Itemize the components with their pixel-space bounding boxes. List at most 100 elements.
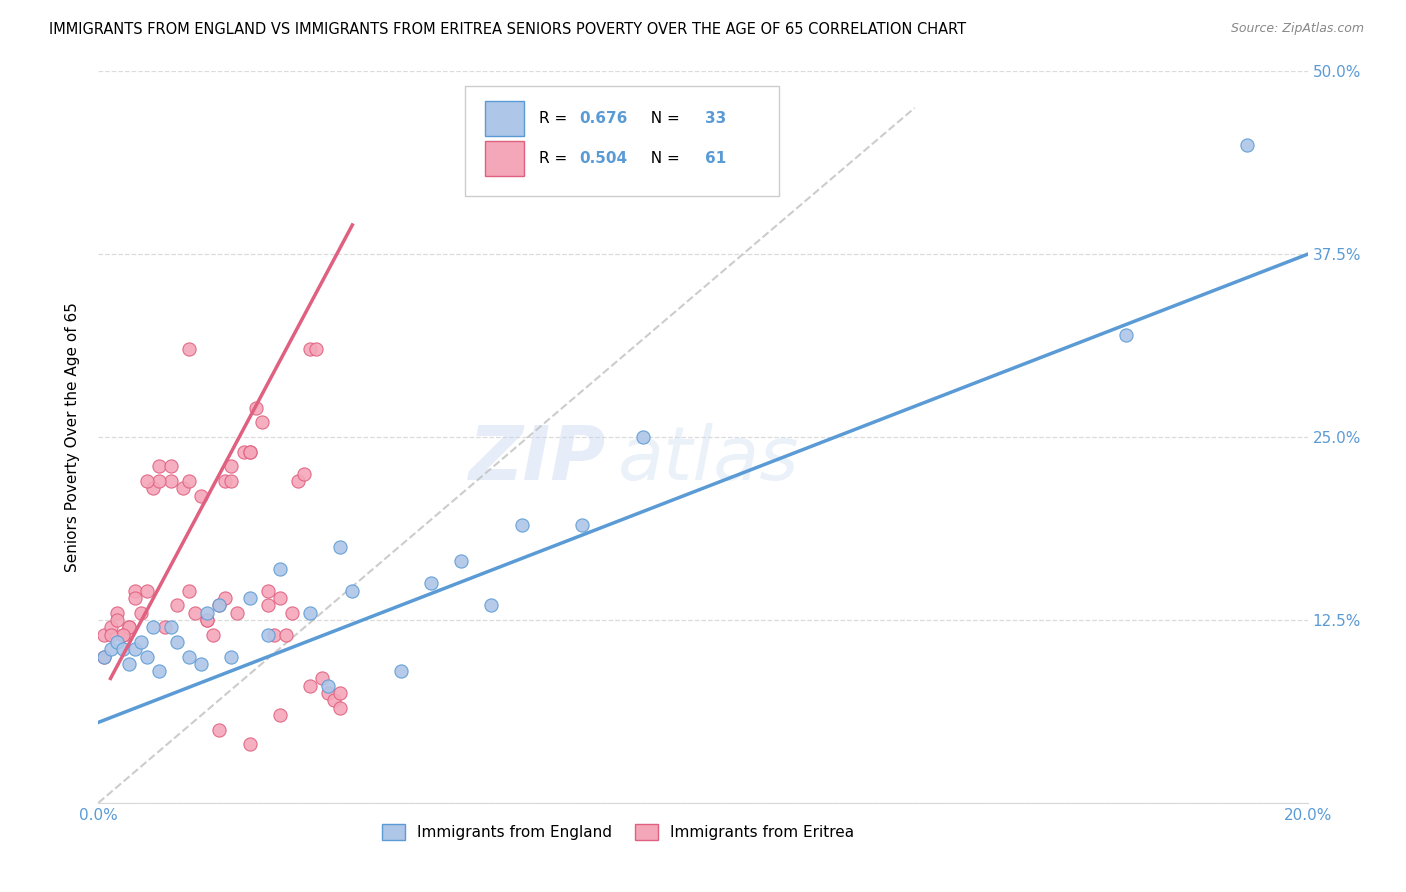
Point <box>269 562 291 576</box>
FancyBboxPatch shape <box>485 141 524 176</box>
Point <box>124 583 146 598</box>
Point <box>269 708 291 723</box>
Point <box>195 613 218 627</box>
Point <box>135 474 157 488</box>
Point <box>287 474 309 488</box>
Point <box>329 540 352 554</box>
Point <box>481 599 503 613</box>
Point <box>166 599 188 613</box>
FancyBboxPatch shape <box>485 102 524 136</box>
Point <box>299 606 322 620</box>
Point <box>135 649 157 664</box>
Text: Source: ZipAtlas.com: Source: ZipAtlas.com <box>1230 22 1364 36</box>
Point <box>118 620 141 634</box>
Text: 0.676: 0.676 <box>579 112 628 127</box>
Point <box>329 700 352 714</box>
Text: 0.504: 0.504 <box>579 151 628 166</box>
Point <box>256 583 278 598</box>
Point <box>118 657 141 671</box>
Point <box>148 459 170 474</box>
Point <box>100 620 122 634</box>
Y-axis label: Seniors Poverty Over the Age of 65: Seniors Poverty Over the Age of 65 <box>65 302 80 572</box>
Point <box>256 627 278 641</box>
Point <box>160 474 183 488</box>
Point <box>323 693 346 707</box>
Point <box>179 649 201 664</box>
Point <box>329 686 352 700</box>
Point <box>129 635 152 649</box>
Point <box>221 459 243 474</box>
Point <box>184 606 207 620</box>
Text: N =: N = <box>641 151 685 166</box>
Point <box>245 401 267 415</box>
Point <box>316 679 339 693</box>
Point <box>129 606 152 620</box>
Point <box>316 686 339 700</box>
Point <box>105 613 128 627</box>
Point <box>160 459 183 474</box>
Point <box>1115 327 1137 342</box>
Text: R =: R = <box>538 151 572 166</box>
Point <box>195 613 218 627</box>
Text: 33: 33 <box>706 112 727 127</box>
Point <box>105 635 128 649</box>
Point <box>239 444 262 458</box>
Point <box>148 664 170 678</box>
Point <box>256 599 278 613</box>
Point <box>135 583 157 598</box>
Text: ZIP: ZIP <box>470 423 606 496</box>
Point <box>239 444 262 458</box>
Text: R =: R = <box>538 112 572 127</box>
Point <box>179 474 201 488</box>
Point <box>93 649 115 664</box>
Point <box>1236 137 1258 152</box>
Text: IMMIGRANTS FROM ENGLAND VS IMMIGRANTS FROM ERITREA SENIORS POVERTY OVER THE AGE : IMMIGRANTS FROM ENGLAND VS IMMIGRANTS FR… <box>49 22 966 37</box>
Text: 61: 61 <box>706 151 727 166</box>
Point <box>311 672 333 686</box>
Point <box>124 642 146 657</box>
Point <box>571 517 593 532</box>
Point <box>269 591 291 605</box>
Point <box>179 583 201 598</box>
Text: atlas: atlas <box>619 423 800 495</box>
Point <box>179 343 201 357</box>
Point <box>510 517 533 532</box>
Point <box>124 591 146 605</box>
Point <box>111 627 134 641</box>
Point <box>389 664 412 678</box>
Point <box>342 583 364 598</box>
Text: N =: N = <box>641 112 685 127</box>
Point <box>93 627 115 641</box>
Point <box>166 635 188 649</box>
Point <box>100 627 122 641</box>
Point <box>292 467 315 481</box>
Point <box>232 444 254 458</box>
Point <box>281 606 304 620</box>
Point <box>118 620 141 634</box>
Point <box>111 627 134 641</box>
Point <box>93 649 115 664</box>
Point <box>420 576 443 591</box>
Point <box>195 606 218 620</box>
Point <box>226 606 249 620</box>
Point <box>631 430 654 444</box>
Point <box>214 474 236 488</box>
Point <box>148 474 170 488</box>
Point <box>160 620 183 634</box>
Point <box>274 627 297 641</box>
Point <box>250 416 273 430</box>
Point <box>105 606 128 620</box>
Point <box>221 474 243 488</box>
Point <box>239 591 262 605</box>
Point <box>153 620 176 634</box>
Point <box>202 627 225 641</box>
Point <box>100 642 122 657</box>
Point <box>263 627 285 641</box>
Point <box>111 642 134 657</box>
FancyBboxPatch shape <box>465 86 779 195</box>
Point <box>305 343 328 357</box>
Point <box>299 343 322 357</box>
Point <box>142 620 165 634</box>
Point <box>239 737 262 751</box>
Point <box>214 591 236 605</box>
